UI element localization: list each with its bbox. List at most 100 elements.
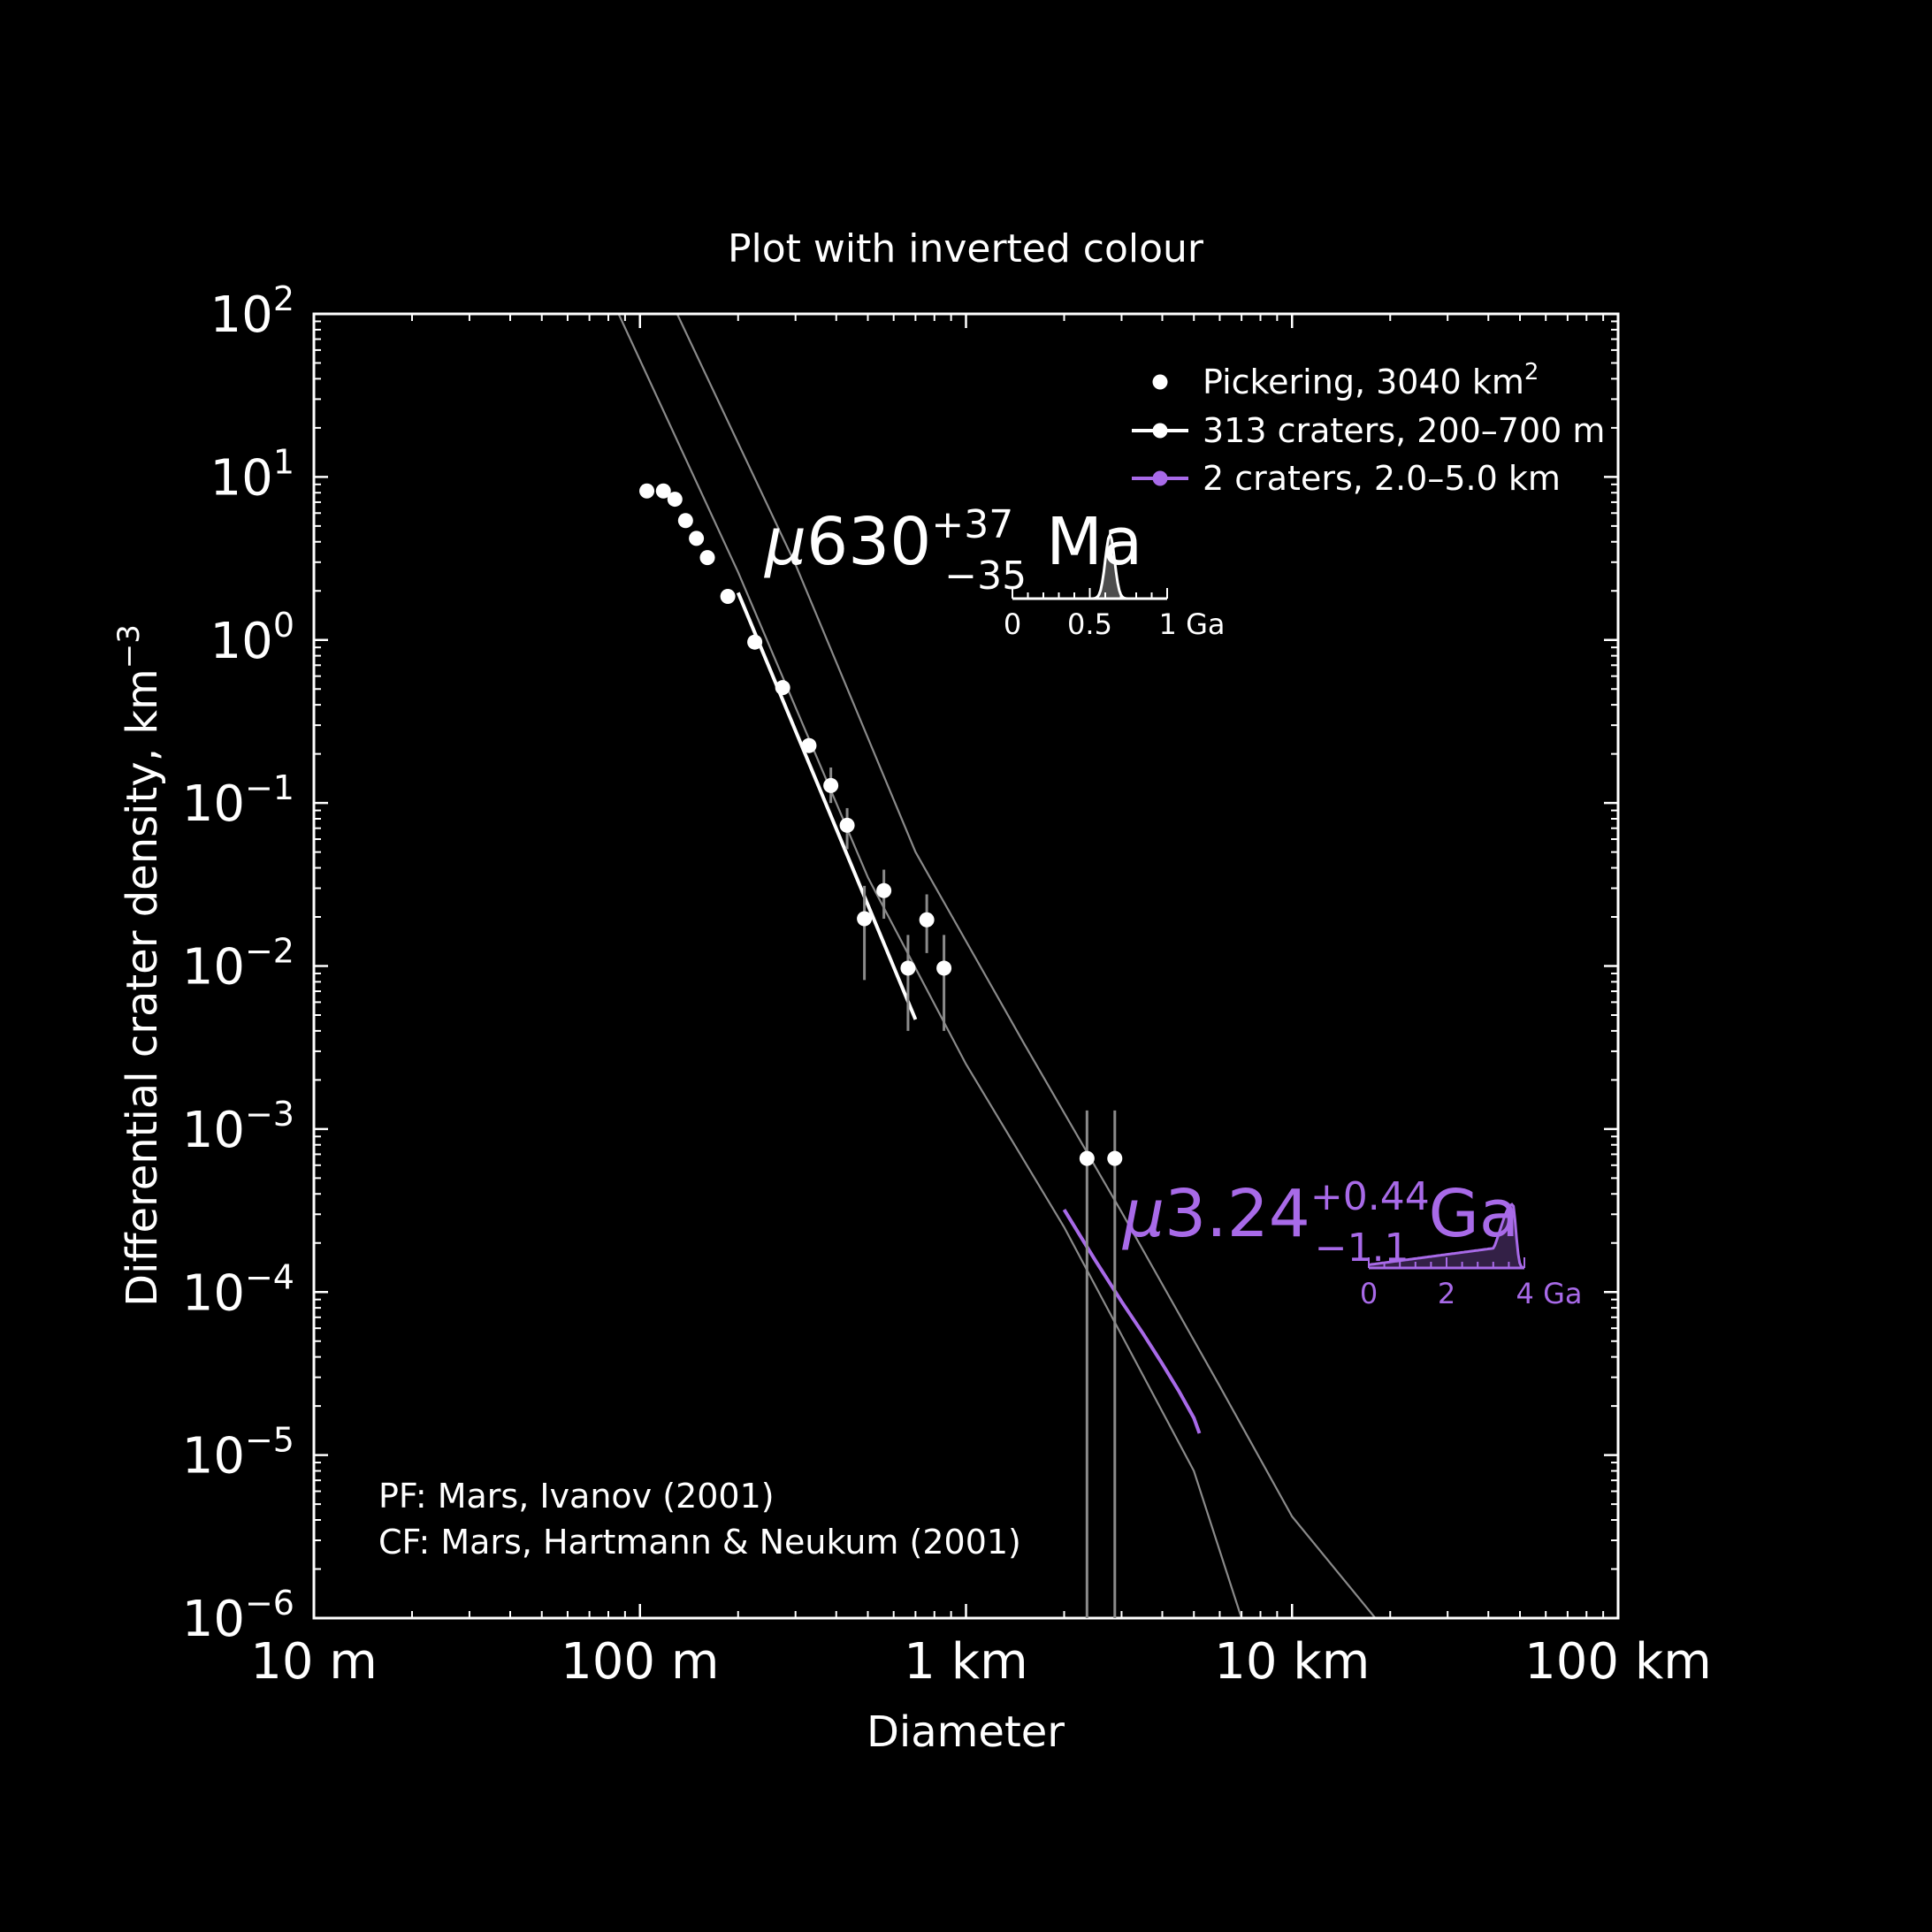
inset-density-curve (1368, 1203, 1525, 1270)
y-tick-exponent: 2 (273, 279, 294, 318)
legend-label: 2 craters, 2.0–5.0 km (1203, 459, 1561, 498)
age-value: 3.24 (1165, 1176, 1310, 1252)
y-tick-label: 10−1 (182, 768, 294, 833)
x-tick-label: 10 m (250, 1633, 378, 1691)
data-point (936, 960, 952, 976)
data-point (667, 492, 683, 508)
age-mu: μ (1122, 1176, 1165, 1252)
y-tick-label: 100 (210, 606, 294, 670)
fit-lines (736, 592, 1202, 1434)
data-point (1079, 1150, 1095, 1166)
legend-dot-marker (1152, 374, 1168, 390)
y-tick-base: 10 (210, 613, 273, 670)
y-tick-base: 10 (182, 1102, 245, 1159)
y-tick-exponent: −5 (245, 1421, 294, 1460)
chronology-function-note: CF: Mars, Hartmann & Neukum (2001) (378, 1523, 1021, 1562)
x-tick-label: 100 m (561, 1633, 719, 1691)
y-axis-label: Differential crater density, km−3 (111, 624, 167, 1307)
age-value: 630 (806, 504, 931, 580)
data-point (857, 911, 873, 927)
data-point (747, 634, 763, 650)
data-point (677, 513, 693, 529)
y-axis-label-text: Differential crater density, km (118, 668, 167, 1307)
y-tick-exponent: −2 (245, 932, 294, 971)
data-point (823, 777, 839, 793)
age-minus-error: −35 (944, 554, 1027, 599)
inset-tick-label: 0.5 (1067, 607, 1112, 641)
y-tick-label: 101 (210, 442, 294, 507)
data-point (720, 588, 736, 604)
legend-label-text: Pickering, 3040 km (1203, 363, 1524, 401)
age-insets: 0 0.5 1 Ga 0 2 4 Ga (1004, 531, 1583, 1310)
x-tick-label: 100 km (1524, 1633, 1712, 1691)
y-tick-label: 102 (210, 279, 294, 344)
legend-label: Pickering, 3040 km2 (1203, 359, 1539, 401)
chart-title: Plot with inverted colour (728, 226, 1204, 271)
x-axis-label: Diameter (867, 1707, 1065, 1757)
y-tick-exponent: −1 (245, 768, 294, 807)
legend-label-sup: 2 (1524, 359, 1539, 386)
x-tick-label: 1 km (904, 1633, 1027, 1691)
fit-line-0 (736, 592, 918, 1020)
inset-tick-label: 0 (1004, 607, 1021, 641)
y-axis-label-exp: −3 (111, 624, 147, 668)
inset-tick-label: 1 Ga (1159, 607, 1226, 641)
age-label: μ3.24+0.44 −1.1 Ga (1122, 1174, 1519, 1271)
data-point (839, 817, 855, 833)
inset-tick-label: 0 (1360, 1277, 1378, 1310)
y-tick-base: 10 (182, 939, 245, 997)
fit-line-1 (1062, 1209, 1202, 1434)
y-tick-exponent: 1 (273, 442, 294, 481)
y-tick-base: 10 (182, 1428, 245, 1485)
legend-label-text: 2 craters, 2.0–5.0 km (1203, 459, 1561, 498)
x-tick-label: 10 km (1214, 1633, 1370, 1691)
y-tick-label: 10−2 (182, 932, 294, 997)
age-plus-error: +0.44 (1310, 1174, 1430, 1219)
legend-dot-marker (1152, 470, 1168, 486)
age-mu: μ (764, 504, 806, 580)
y-tick-base: 10 (210, 449, 273, 507)
isochron-0 (617, 314, 1243, 1618)
y-tick-label: 10−5 (182, 1421, 294, 1485)
data-point (689, 531, 705, 546)
legend: Pickering, 3040 km2 313 craters, 200–700 … (1132, 359, 1605, 498)
data-point (900, 960, 916, 976)
y-tick-base: 10 (182, 1264, 245, 1322)
y-tick-base: 10 (210, 286, 273, 344)
age-unit: Ma (1046, 504, 1142, 580)
y-tick-base: 10 (182, 775, 245, 833)
legend-dot-marker (1152, 423, 1168, 439)
data-point (1107, 1150, 1123, 1166)
inset-density-fill (1369, 1204, 1524, 1268)
data-point (699, 550, 715, 566)
isochron-curves (617, 314, 1377, 1618)
data-points (639, 483, 1123, 1618)
y-tick-exponent: −3 (245, 1095, 294, 1134)
y-tick-exponent: 0 (273, 606, 294, 645)
age-label: μ630+37 −35 Ma (764, 502, 1142, 599)
production-function-note: PF: Mars, Ivanov (2001) (378, 1477, 775, 1516)
data-point (655, 483, 671, 499)
y-tick-base: 10 (182, 1591, 245, 1648)
y-tick-label: 10−4 (182, 1257, 294, 1322)
y-tick-exponent: −4 (245, 1257, 294, 1296)
y-tick-label: 10−3 (182, 1095, 294, 1159)
isochron-1 (676, 314, 1377, 1618)
data-point (639, 483, 655, 499)
inset-tick-label: 4 Ga (1516, 1277, 1583, 1310)
data-point (775, 680, 790, 696)
age-minus-error: −1.1 (1315, 1226, 1409, 1271)
legend-label: 313 craters, 200–700 m (1203, 411, 1605, 450)
inset-tick-label: 2 (1438, 1277, 1455, 1310)
y-tick-label: 10−6 (182, 1584, 294, 1648)
data-point (919, 912, 935, 928)
legend-label-text: 313 craters, 200–700 m (1203, 411, 1605, 450)
data-point (876, 882, 892, 898)
inset-density-curve (1012, 531, 1167, 600)
age-plus-error: +37 (931, 502, 1013, 547)
y-tick-exponent: −6 (245, 1584, 294, 1623)
age-unit: Ga (1429, 1176, 1520, 1252)
